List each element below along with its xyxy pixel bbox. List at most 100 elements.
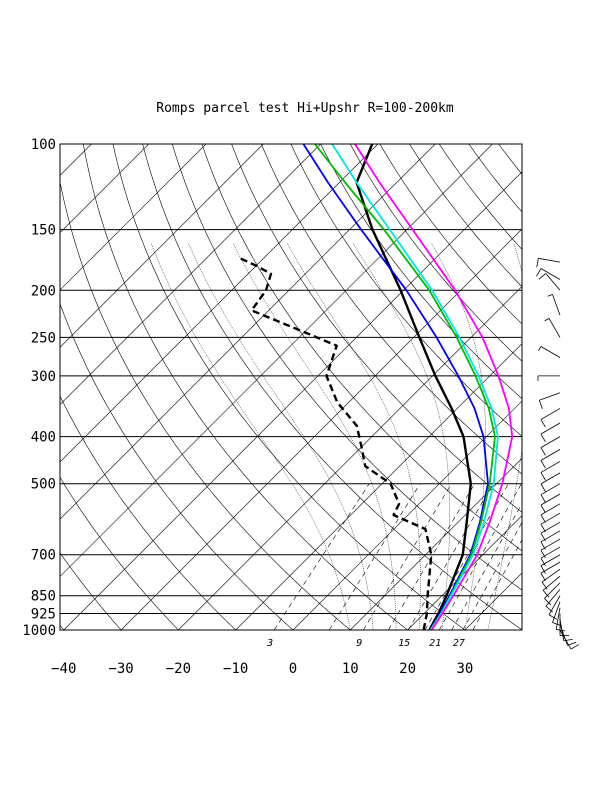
temperature-tick-label: −10 bbox=[223, 661, 248, 677]
dry-adiabat-line bbox=[260, 144, 522, 475]
mixing-ratio-line bbox=[408, 483, 494, 630]
dry-adiabat-line bbox=[468, 144, 522, 213]
isotherm-line bbox=[0, 144, 34, 630]
isotherm-line bbox=[60, 144, 149, 234]
dry-adiabat-line bbox=[201, 144, 522, 552]
temperature-tick-label: 0 bbox=[289, 661, 297, 677]
mixing-ratio-line bbox=[451, 502, 522, 630]
mixing-ratio-line bbox=[472, 539, 522, 630]
temperature-tick-label: 20 bbox=[399, 661, 416, 677]
temperature-tick-label: −40 bbox=[51, 661, 76, 677]
parcel-line bbox=[354, 144, 514, 630]
isobars bbox=[60, 143, 522, 631]
wind-barb bbox=[540, 538, 561, 559]
wind-barb bbox=[540, 503, 561, 523]
wind-barb bbox=[538, 392, 561, 409]
mixing-ratio-labels: 3 9 15 21 27 bbox=[266, 638, 465, 649]
profiles bbox=[239, 144, 514, 630]
mixing-ratio-label: 27 bbox=[453, 638, 465, 649]
mixing-ratio-line bbox=[462, 521, 522, 630]
pressure-tick-label: 850 bbox=[31, 589, 56, 605]
background-lines bbox=[0, 133, 612, 640]
isotherm-line bbox=[235, 343, 522, 630]
wind-barb bbox=[540, 461, 561, 481]
dry-adiabat-line bbox=[379, 144, 522, 325]
wind-barbs bbox=[536, 257, 579, 650]
mixing-ratio-line bbox=[363, 483, 452, 630]
dry-adiabat-line bbox=[171, 144, 522, 591]
wind-barb bbox=[540, 521, 561, 542]
wind-barb bbox=[540, 408, 561, 428]
temperature-tick-label: 10 bbox=[342, 661, 359, 677]
dry-adiabat-line bbox=[60, 552, 122, 630]
dry-adiabat-line bbox=[112, 144, 466, 630]
isotherm-line bbox=[178, 285, 522, 630]
isotherm-line bbox=[580, 144, 612, 630]
wind-barb bbox=[540, 493, 561, 513]
dry-adiabat-line bbox=[142, 144, 522, 630]
wind-barb bbox=[540, 422, 561, 442]
isotherm-line bbox=[60, 144, 493, 577]
wind-barb bbox=[540, 530, 561, 550]
temperature-line bbox=[355, 144, 472, 630]
dry-adiabat-line bbox=[608, 133, 612, 640]
wind-barb bbox=[537, 375, 560, 381]
moist-adiabat-line bbox=[188, 243, 374, 630]
dry-adiabat-line bbox=[60, 476, 179, 630]
wind-barb bbox=[555, 607, 566, 632]
wind-barb bbox=[547, 294, 561, 316]
isotherm-line bbox=[292, 400, 522, 630]
wind-barb bbox=[538, 346, 561, 358]
dry-adiabat-line bbox=[60, 624, 65, 630]
chart-title: Romps parcel test Hi+Upshr R=100-200km bbox=[156, 101, 454, 116]
wind-barb bbox=[540, 449, 561, 469]
isotherm-line bbox=[60, 144, 264, 348]
dry-adiabat-line bbox=[60, 180, 351, 630]
pressure-tick-label: 100 bbox=[31, 137, 56, 153]
mixing-ratio-line bbox=[388, 483, 475, 630]
wind-barb bbox=[536, 257, 561, 268]
wind-barb bbox=[538, 273, 561, 291]
wind-barb bbox=[540, 436, 561, 456]
mixing-ratio-label: 21 bbox=[429, 638, 441, 649]
isotherm-line bbox=[60, 144, 207, 291]
temperature-tick-label: −20 bbox=[166, 661, 191, 677]
dry-adiabat-line bbox=[409, 144, 522, 288]
wind-barb bbox=[548, 595, 561, 620]
plot-frame bbox=[59, 143, 523, 631]
wind-barb bbox=[552, 601, 562, 626]
pressure-tick-label: 200 bbox=[31, 283, 56, 299]
wind-barb bbox=[540, 483, 561, 503]
temperature-axis-labels: −40 −30 −20 −10 0 10 20 30 bbox=[51, 661, 473, 677]
dry-adiabat-line bbox=[549, 133, 612, 640]
mixing-ratio-line bbox=[273, 483, 370, 630]
isotherm-line bbox=[60, 144, 379, 463]
isotherm-line bbox=[350, 457, 522, 630]
isotherm-line bbox=[407, 515, 522, 630]
pressure-tick-label: 400 bbox=[31, 430, 56, 446]
dry-adiabat-line bbox=[578, 133, 612, 640]
dry-adiabat-line bbox=[290, 144, 522, 437]
pressure-tick-label: 150 bbox=[31, 223, 56, 239]
parcel-line bbox=[331, 144, 499, 630]
mixing-ratio-label: 9 bbox=[356, 638, 362, 649]
pressure-tick-label: 700 bbox=[31, 548, 56, 564]
mixing-ratio-label: 15 bbox=[398, 638, 410, 649]
dry-adiabat-line bbox=[82, 144, 409, 630]
wind-barb bbox=[544, 582, 561, 606]
temperature-tick-label: 30 bbox=[456, 661, 473, 677]
pressure-tick-label: 500 bbox=[31, 477, 56, 493]
moist-adiabat-line bbox=[487, 243, 522, 630]
isotherm-line bbox=[63, 171, 522, 630]
wind-barb bbox=[559, 619, 573, 642]
dry-adiabat-line bbox=[520, 133, 612, 640]
dry-adiabat-line bbox=[349, 144, 522, 362]
pressure-tick-label: 1000 bbox=[22, 623, 56, 639]
pressure-tick-label: 300 bbox=[31, 369, 56, 385]
isotherm-line bbox=[60, 144, 321, 406]
isotherm-line bbox=[464, 572, 522, 630]
mixing-ratio-label: 3 bbox=[266, 638, 273, 649]
mixing-ratio-line bbox=[424, 483, 509, 630]
